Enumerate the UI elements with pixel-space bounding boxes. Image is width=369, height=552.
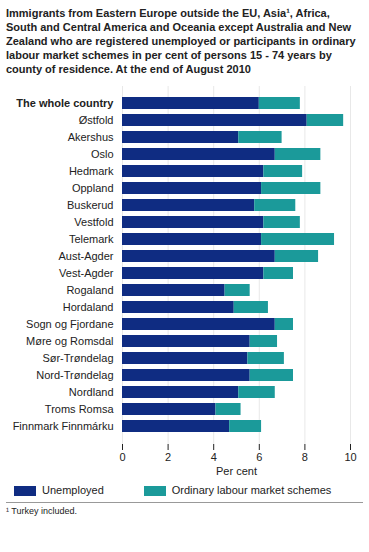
svg-text:Østfold: Østfold bbox=[79, 114, 114, 126]
svg-text:10: 10 bbox=[344, 451, 356, 463]
svg-text:Aust-Agder: Aust-Agder bbox=[58, 250, 113, 262]
svg-text:4: 4 bbox=[211, 451, 217, 463]
svg-text:Møre og Romsdal: Møre og Romsdal bbox=[26, 335, 113, 347]
html-text:Unemployed: Unemployed bbox=[42, 484, 104, 496]
svg-text:Per cent: Per cent bbox=[216, 465, 257, 477]
svg-text:Vest-Agder: Vest-Agder bbox=[59, 267, 114, 279]
svg-text:Rogaland: Rogaland bbox=[66, 284, 113, 296]
svg-text:Oppland: Oppland bbox=[72, 182, 114, 194]
svg-text:8: 8 bbox=[302, 451, 308, 463]
svg-text:Nordland: Nordland bbox=[69, 386, 114, 398]
svg-text:2: 2 bbox=[165, 451, 171, 463]
svg-text:Sør-Trøndelag: Sør-Trøndelag bbox=[42, 352, 113, 364]
svg-text:Oslo: Oslo bbox=[91, 148, 114, 160]
svg-text:The whole country: The whole country bbox=[16, 97, 114, 109]
svg-text:Nord-Trøndelag: Nord-Trøndelag bbox=[36, 369, 113, 381]
svg-text:Vestfold: Vestfold bbox=[74, 216, 113, 228]
html-text:Ordinary labour market schemes: Ordinary labour market schemes bbox=[171, 484, 332, 496]
svg-text:Buskerud: Buskerud bbox=[67, 199, 113, 211]
svg-text:Sogn og Fjordane: Sogn og Fjordane bbox=[26, 318, 113, 330]
svg-text:Telemark: Telemark bbox=[69, 233, 114, 245]
svg-text:6: 6 bbox=[256, 451, 262, 463]
html-text:Immigrants from Eastern Europe: Immigrants from Eastern Europe outside t… bbox=[6, 7, 356, 75]
svg-text:Akershus: Akershus bbox=[68, 131, 114, 143]
svg-text:Hordaland: Hordaland bbox=[63, 301, 114, 313]
svg-text:Troms Romsa: Troms Romsa bbox=[45, 403, 115, 415]
svg-text:0: 0 bbox=[119, 451, 125, 463]
html-text:¹ Turkey included.: ¹ Turkey included. bbox=[6, 506, 77, 517]
svg-text:Finnmark Finnmárku: Finnmark Finnmárku bbox=[13, 420, 114, 432]
svg-text:Hedmark: Hedmark bbox=[69, 165, 114, 177]
